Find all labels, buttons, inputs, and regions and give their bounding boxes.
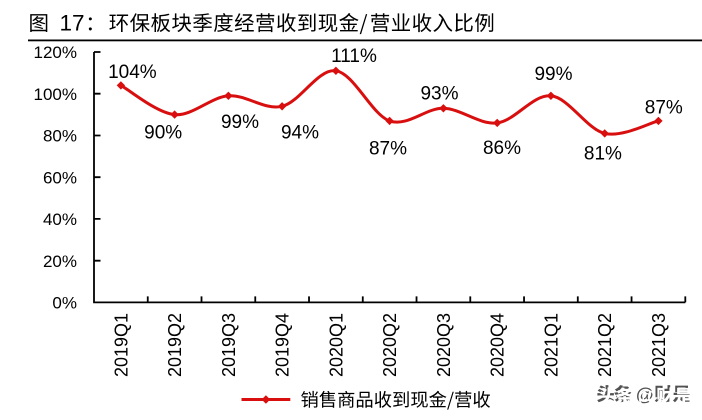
svg-text:93%: 93% (420, 84, 458, 105)
svg-text:2019Q3: 2019Q3 (219, 313, 239, 377)
svg-text:86%: 86% (483, 138, 521, 159)
svg-text:60%: 60% (43, 168, 77, 187)
svg-text:2019Q4: 2019Q4 (273, 313, 293, 377)
svg-text:2019Q1: 2019Q1 (111, 313, 131, 377)
svg-text:20%: 20% (43, 252, 77, 271)
svg-text:94%: 94% (281, 122, 319, 143)
svg-text:81%: 81% (584, 144, 622, 165)
svg-text:@: @ (636, 385, 654, 405)
svg-text:120%: 120% (34, 43, 77, 62)
svg-text:99%: 99% (221, 112, 259, 133)
svg-text:2019Q2: 2019Q2 (165, 313, 185, 377)
svg-text:2020Q4: 2020Q4 (488, 313, 508, 377)
svg-text:2021Q1: 2021Q1 (541, 313, 561, 377)
svg-text:87%: 87% (645, 98, 683, 119)
svg-text:99%: 99% (534, 64, 572, 85)
svg-text:80%: 80% (43, 127, 77, 146)
svg-text:@: @ (638, 387, 656, 407)
svg-text:2020Q1: 2020Q1 (326, 313, 346, 377)
svg-text:2021Q2: 2021Q2 (595, 313, 615, 377)
svg-text:100%: 100% (34, 85, 77, 104)
svg-text:0%: 0% (52, 294, 77, 313)
svg-text:2021Q3: 2021Q3 (649, 313, 669, 377)
svg-text:87%: 87% (369, 138, 407, 159)
svg-text:104%: 104% (108, 62, 157, 83)
svg-text:17: 17 (60, 10, 85, 35)
svg-text:2020Q3: 2020Q3 (434, 313, 454, 377)
svg-text:2020Q2: 2020Q2 (380, 313, 400, 377)
svg-text:90%: 90% (144, 123, 182, 144)
svg-text:111%: 111% (331, 46, 377, 67)
svg-text:40%: 40% (43, 210, 77, 229)
